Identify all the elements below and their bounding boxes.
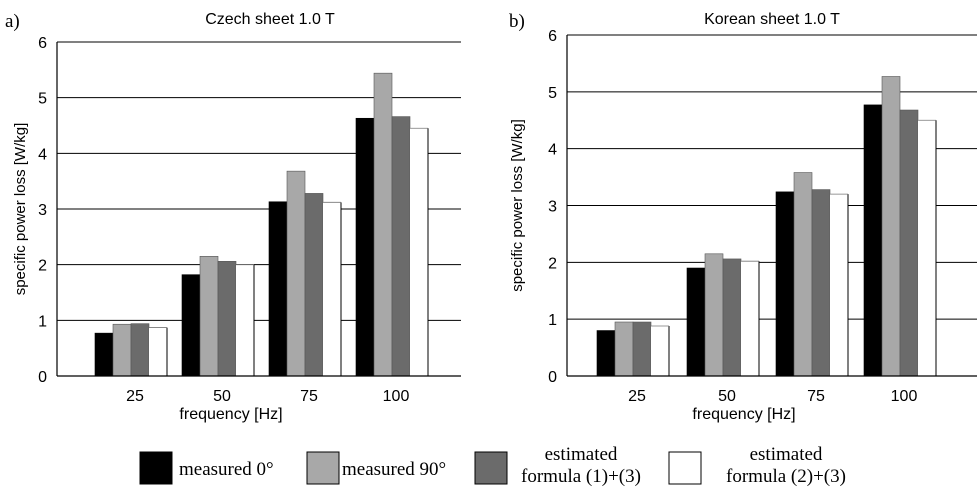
bar-100-series-1 [863, 104, 883, 377]
bar-50-series-1 [181, 274, 201, 377]
chart-panel-a: 0 1 2 3 4 5 6 25 50 75 100 frequency [Hz] specific p… [5, 11, 461, 423]
y-tick-label: 0 [548, 369, 557, 386]
y-tick-label: 4 [38, 146, 47, 163]
bar-50-series-1 [686, 267, 706, 377]
bar-100-series-3 [391, 116, 411, 377]
bar-75-series-1 [268, 201, 288, 377]
legend-item-1: measured 0° [139, 451, 274, 485]
bar-50-series-3 [217, 261, 237, 377]
legend-label: measured 0° [179, 459, 274, 480]
y-tick-label: 5 [38, 91, 47, 108]
bar-25-series-4 [651, 325, 669, 376]
legend-label-line-2: formula (1)+(3) [521, 466, 641, 487]
bar-100-series-2 [881, 76, 901, 377]
legend-label-line-1: estimated [545, 444, 618, 465]
bar-100-series-3 [899, 109, 919, 377]
bar-50-series-4 [741, 261, 759, 376]
y-tick-label: 2 [38, 258, 47, 275]
bar-100-series-1 [355, 117, 375, 377]
y-tick-label: 1 [38, 313, 47, 330]
legend-swatch [474, 451, 508, 485]
bar-75-series-4 [830, 194, 848, 376]
legend-label-line-1: estimated [750, 444, 823, 465]
bar-75-series-3 [304, 193, 324, 377]
y-tick-label: 6 [548, 28, 557, 45]
x-tick-label: 25 [628, 388, 646, 405]
legend-item-2: measured 90° [306, 451, 446, 485]
x-tick-label: 25 [126, 388, 144, 405]
y-tick-label: 1 [548, 312, 557, 329]
x-tick-label: 75 [300, 388, 318, 405]
y-axis-label: specific power loss [W/kg] [509, 119, 526, 292]
x-tick-label: 100 [891, 388, 918, 405]
bar-25-series-2 [112, 323, 132, 377]
bar-75-series-2 [793, 172, 813, 377]
legend: measured 0° measured 90°estimatedformula … [139, 444, 846, 487]
chart-title: Czech sheet 1.0 T [205, 11, 335, 28]
bar-50-series-4 [236, 264, 254, 376]
bar-25-series-3 [130, 323, 150, 377]
bar-25-series-3 [632, 321, 652, 377]
bar-25-series-1 [596, 330, 616, 377]
bar-50-series-2 [704, 253, 724, 377]
bar-100-series-4 [918, 120, 936, 376]
y-tick-label: 2 [548, 255, 557, 272]
bar-25-series-4 [149, 327, 167, 376]
bar-25-series-1 [94, 332, 114, 377]
y-tick-label: 0 [38, 369, 47, 386]
x-axis-label: frequency [Hz] [692, 406, 795, 423]
bar-75-series-2 [286, 170, 306, 377]
y-tick-label: 5 [548, 85, 557, 102]
bar-50-series-3 [722, 258, 742, 377]
bar-75-series-1 [775, 191, 795, 377]
bar-75-series-3 [811, 189, 831, 377]
bar-50-series-2 [199, 256, 219, 377]
y-axis-label: specific power loss [W/kg] [12, 123, 29, 296]
x-tick-label: 50 [213, 388, 231, 405]
x-axis-label: frequency [Hz] [179, 406, 282, 423]
chart-title: Korean sheet 1.0 T [704, 11, 840, 28]
y-tick-label: 3 [38, 202, 47, 219]
x-tick-label: 50 [718, 388, 736, 405]
x-tick-label: 100 [383, 388, 410, 405]
bar-75-series-4 [323, 202, 341, 376]
legend-swatch [139, 451, 173, 485]
x-tick-label: 75 [807, 388, 825, 405]
bar-25-series-2 [614, 321, 634, 377]
y-tick-label: 3 [548, 199, 557, 216]
legend-swatch [668, 451, 702, 485]
chart-panel-b: 0 1 2 3 4 5 6 25 50 75 100 frequency [Hz] specific p… [509, 11, 977, 423]
y-tick-label: 4 [548, 142, 557, 159]
y-tick-label: 6 [38, 35, 47, 52]
bar-100-series-4 [410, 128, 428, 376]
panel-label: a) [5, 11, 20, 32]
legend-swatch [306, 451, 340, 485]
panel-label: b) [509, 11, 525, 32]
legend-label: measured 90° [342, 459, 446, 480]
bar-100-series-2 [373, 72, 393, 377]
legend-label-line-2: formula (2)+(3) [726, 466, 846, 487]
